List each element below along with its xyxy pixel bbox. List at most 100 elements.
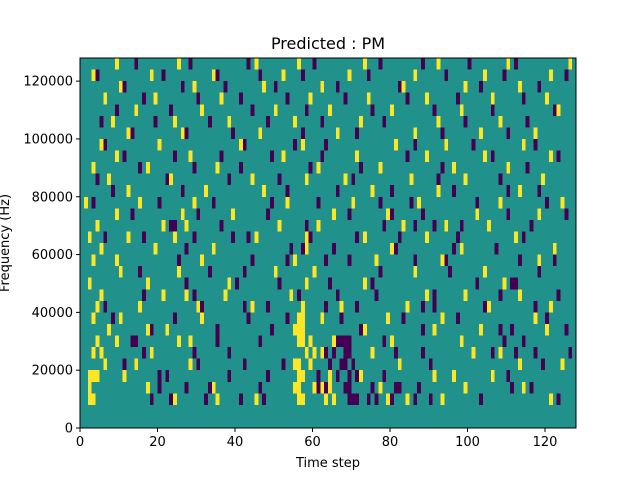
heatmap-cell-high [118, 312, 123, 324]
heatmap-cell-low [320, 150, 325, 163]
heatmap-cell-high [378, 162, 383, 174]
heatmap-cell-low [165, 173, 170, 186]
heatmap-cell-low [533, 138, 538, 151]
heatmap-cell-low [184, 127, 189, 139]
heatmap-cell-low [242, 138, 247, 151]
heatmap-cell-low [173, 312, 177, 324]
heatmap-cell-high [452, 162, 456, 174]
heatmap-cell-high [386, 393, 390, 405]
heatmap-cell-high [138, 196, 142, 209]
heatmap-cell-low [207, 115, 212, 128]
heatmap-cell-low [196, 92, 201, 105]
heatmap-cell-high [560, 358, 565, 371]
heatmap-cell-low [432, 300, 437, 313]
heatmap-cell-high [95, 335, 100, 348]
heatmap-cell-low [351, 393, 356, 405]
heatmap-cell-low [498, 323, 503, 336]
heatmap-cell-high [471, 347, 476, 359]
heatmap-cell-high [258, 127, 263, 139]
heatmap-cell-low [343, 335, 348, 348]
heatmap-cell-low [157, 370, 162, 382]
heatmap-cell-low [374, 289, 379, 301]
heatmap-cell-high [370, 347, 375, 359]
heatmap-cell-low [537, 81, 542, 93]
heatmap-cell-low [432, 219, 437, 232]
heatmap-cell-low [331, 347, 336, 359]
heatmap-cell-high [95, 370, 100, 382]
heatmap-cell-low [192, 162, 197, 174]
heatmap-cell-high [145, 277, 150, 290]
heatmap-cell-low [250, 254, 255, 267]
x-tick-label: 20 [149, 435, 166, 450]
heatmap-cell-low [95, 173, 100, 186]
heatmap-cell-low [366, 69, 371, 82]
heatmap-cell-low [355, 300, 359, 313]
heatmap-cell-low [479, 393, 483, 405]
heatmap-cell-low [149, 323, 154, 336]
heatmap-cell-high [320, 312, 325, 324]
heatmap-cell-low [258, 69, 263, 82]
heatmap-cell-high [87, 231, 92, 243]
y-tick-label: 20000 [32, 364, 73, 379]
heatmap-cell-low [514, 347, 518, 359]
heatmap-cell-low [130, 208, 135, 220]
heatmap-cell-low [568, 347, 573, 359]
heatmap-cell-high [300, 393, 305, 405]
heatmap-cell-high [297, 393, 301, 405]
heatmap-cell-low [169, 219, 173, 232]
heatmap-cell-low [300, 127, 305, 139]
heatmap-cell-low [351, 173, 356, 186]
heatmap-cell-high [161, 219, 166, 232]
heatmap-cell-high [545, 323, 549, 336]
heatmap-cell-low [421, 323, 425, 336]
heatmap-cell-low [258, 335, 263, 348]
heatmap-cell-high [556, 104, 561, 116]
heatmap-cell-high [304, 231, 309, 243]
heatmap-cell-low [490, 104, 495, 116]
heatmap-cell-high [502, 277, 507, 290]
heatmap-cell-high [277, 219, 282, 232]
heatmap-cell-low [455, 92, 460, 105]
heatmap-cell-high [149, 347, 154, 359]
heatmap-cell-high [366, 92, 371, 105]
heatmap-cell-high [483, 266, 487, 278]
heatmap-cell-high [281, 150, 286, 163]
heatmap-cell-low [347, 381, 352, 394]
heatmap-cell-high [91, 393, 96, 405]
heatmap-cell-high [145, 323, 150, 336]
heatmap-cell-high [328, 381, 332, 394]
heatmap-cell-low [142, 92, 146, 105]
heatmap-cell-high [87, 370, 92, 382]
heatmap-cell-high [405, 393, 410, 405]
heatmap-cell-low [134, 58, 139, 70]
heatmap-cell-high [483, 150, 487, 163]
heatmap-cell-low [215, 335, 220, 348]
heatmap-cell-high [103, 92, 108, 105]
heatmap-cell-high [273, 266, 278, 278]
heatmap-cell-low [529, 381, 534, 394]
heatmap-cell-high [362, 231, 367, 243]
heatmap-cell-high [138, 300, 142, 313]
heatmap-cell-low [335, 289, 340, 301]
heatmap-cell-low [312, 58, 317, 70]
heatmap-cell-high [196, 300, 201, 313]
heatmap-cell-low [169, 104, 173, 116]
heatmap-cell-low [339, 312, 344, 324]
heatmap-cell-low [382, 370, 387, 382]
heatmap-cell-low [483, 300, 487, 313]
heatmap-cell-low [122, 358, 127, 371]
heatmap-cell-low [157, 196, 162, 209]
heatmap-cell-low [421, 347, 425, 359]
heatmap-cell-low [308, 162, 313, 174]
heatmap-cell-low [320, 115, 325, 128]
heatmap-cell-low [281, 358, 286, 371]
heatmap-cell-high [331, 335, 336, 348]
heatmap-cell-low [556, 150, 561, 163]
heatmap-cell-low [227, 347, 232, 359]
heatmap-cell-low [324, 138, 328, 151]
heatmap-cell-high [517, 358, 522, 371]
heatmap-cell-high [390, 243, 394, 255]
heatmap-cell-low [153, 115, 158, 128]
heatmap-cell-low [258, 381, 263, 394]
